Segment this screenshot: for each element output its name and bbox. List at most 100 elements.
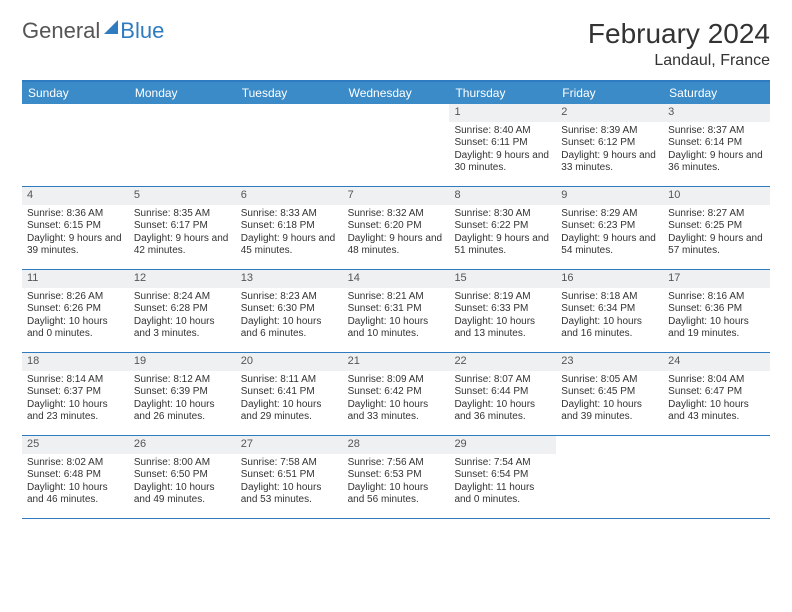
day-number: 23 bbox=[556, 353, 663, 371]
daylight-line: Daylight: 10 hours and 53 minutes. bbox=[241, 482, 338, 507]
sunset-line: Sunset: 6:36 PM bbox=[668, 303, 765, 316]
day-cell: 25Sunrise: 8:02 AMSunset: 6:48 PMDayligh… bbox=[22, 436, 129, 518]
day-number: 25 bbox=[22, 436, 129, 454]
day-details: Sunrise: 8:30 AMSunset: 6:22 PMDaylight:… bbox=[449, 205, 556, 263]
day-cell: 14Sunrise: 8:21 AMSunset: 6:31 PMDayligh… bbox=[343, 270, 450, 352]
day-cell: 1Sunrise: 8:40 AMSunset: 6:11 PMDaylight… bbox=[449, 104, 556, 186]
sunrise-line: Sunrise: 8:32 AM bbox=[348, 208, 445, 221]
day-details: Sunrise: 8:19 AMSunset: 6:33 PMDaylight:… bbox=[449, 288, 556, 346]
sunrise-line: Sunrise: 7:58 AM bbox=[241, 457, 338, 470]
sunset-line: Sunset: 6:31 PM bbox=[348, 303, 445, 316]
day-cell: 22Sunrise: 8:07 AMSunset: 6:44 PMDayligh… bbox=[449, 353, 556, 435]
day-cell: 19Sunrise: 8:12 AMSunset: 6:39 PMDayligh… bbox=[129, 353, 236, 435]
daylight-line: Daylight: 10 hours and 36 minutes. bbox=[454, 399, 551, 424]
calendar-row: 11Sunrise: 8:26 AMSunset: 6:26 PMDayligh… bbox=[22, 270, 770, 353]
daylight-line: Daylight: 9 hours and 51 minutes. bbox=[454, 233, 551, 258]
day-cell: 2Sunrise: 8:39 AMSunset: 6:12 PMDaylight… bbox=[556, 104, 663, 186]
day-cell: 8Sunrise: 8:30 AMSunset: 6:22 PMDaylight… bbox=[449, 187, 556, 269]
daylight-line: Daylight: 10 hours and 56 minutes. bbox=[348, 482, 445, 507]
day-cell: 29Sunrise: 7:54 AMSunset: 6:54 PMDayligh… bbox=[449, 436, 556, 518]
day-details: Sunrise: 8:33 AMSunset: 6:18 PMDaylight:… bbox=[236, 205, 343, 263]
calendar-row: 25Sunrise: 8:02 AMSunset: 6:48 PMDayligh… bbox=[22, 436, 770, 519]
day-number: 15 bbox=[449, 270, 556, 288]
day-details: Sunrise: 8:24 AMSunset: 6:28 PMDaylight:… bbox=[129, 288, 236, 346]
sunset-line: Sunset: 6:22 PM bbox=[454, 220, 551, 233]
day-cell: 12Sunrise: 8:24 AMSunset: 6:28 PMDayligh… bbox=[129, 270, 236, 352]
sunset-line: Sunset: 6:41 PM bbox=[241, 386, 338, 399]
daylight-line: Daylight: 10 hours and 19 minutes. bbox=[668, 316, 765, 341]
sunset-line: Sunset: 6:45 PM bbox=[561, 386, 658, 399]
sunrise-line: Sunrise: 8:23 AM bbox=[241, 291, 338, 304]
day-cell: 13Sunrise: 8:23 AMSunset: 6:30 PMDayligh… bbox=[236, 270, 343, 352]
empty-cell bbox=[343, 104, 450, 186]
sunset-line: Sunset: 6:20 PM bbox=[348, 220, 445, 233]
day-details: Sunrise: 7:58 AMSunset: 6:51 PMDaylight:… bbox=[236, 454, 343, 512]
sunset-line: Sunset: 6:17 PM bbox=[134, 220, 231, 233]
day-cell: 28Sunrise: 7:56 AMSunset: 6:53 PMDayligh… bbox=[343, 436, 450, 518]
sunrise-line: Sunrise: 8:37 AM bbox=[668, 125, 765, 138]
empty-cell bbox=[22, 104, 129, 186]
sunset-line: Sunset: 6:51 PM bbox=[241, 469, 338, 482]
sunset-line: Sunset: 6:34 PM bbox=[561, 303, 658, 316]
day-cell: 15Sunrise: 8:19 AMSunset: 6:33 PMDayligh… bbox=[449, 270, 556, 352]
daylight-line: Daylight: 10 hours and 43 minutes. bbox=[668, 399, 765, 424]
sunset-line: Sunset: 6:44 PM bbox=[454, 386, 551, 399]
sunset-line: Sunset: 6:53 PM bbox=[348, 469, 445, 482]
day-details: Sunrise: 8:07 AMSunset: 6:44 PMDaylight:… bbox=[449, 371, 556, 429]
sunrise-line: Sunrise: 8:18 AM bbox=[561, 291, 658, 304]
day-number: 29 bbox=[449, 436, 556, 454]
daylight-line: Daylight: 10 hours and 16 minutes. bbox=[561, 316, 658, 341]
day-number: 3 bbox=[663, 104, 770, 122]
column-header: Sunday bbox=[22, 82, 129, 104]
page-title: February 2024 bbox=[588, 18, 770, 50]
sunrise-line: Sunrise: 8:35 AM bbox=[134, 208, 231, 221]
day-details: Sunrise: 8:16 AMSunset: 6:36 PMDaylight:… bbox=[663, 288, 770, 346]
daylight-line: Daylight: 10 hours and 49 minutes. bbox=[134, 482, 231, 507]
day-details: Sunrise: 7:56 AMSunset: 6:53 PMDaylight:… bbox=[343, 454, 450, 512]
sunrise-line: Sunrise: 8:30 AM bbox=[454, 208, 551, 221]
header: General Blue February 2024 Landaul, Fran… bbox=[22, 18, 770, 70]
sunset-line: Sunset: 6:15 PM bbox=[27, 220, 124, 233]
day-cell: 11Sunrise: 8:26 AMSunset: 6:26 PMDayligh… bbox=[22, 270, 129, 352]
day-number: 26 bbox=[129, 436, 236, 454]
day-details: Sunrise: 8:09 AMSunset: 6:42 PMDaylight:… bbox=[343, 371, 450, 429]
sunrise-line: Sunrise: 8:39 AM bbox=[561, 125, 658, 138]
sunrise-line: Sunrise: 8:24 AM bbox=[134, 291, 231, 304]
location-label: Landaul, France bbox=[588, 52, 770, 70]
daylight-line: Daylight: 9 hours and 57 minutes. bbox=[668, 233, 765, 258]
day-cell: 4Sunrise: 8:36 AMSunset: 6:15 PMDaylight… bbox=[22, 187, 129, 269]
daylight-line: Daylight: 10 hours and 10 minutes. bbox=[348, 316, 445, 341]
day-cell: 6Sunrise: 8:33 AMSunset: 6:18 PMDaylight… bbox=[236, 187, 343, 269]
column-header: Friday bbox=[556, 82, 663, 104]
day-cell: 10Sunrise: 8:27 AMSunset: 6:25 PMDayligh… bbox=[663, 187, 770, 269]
daylight-line: Daylight: 10 hours and 23 minutes. bbox=[27, 399, 124, 424]
empty-cell bbox=[236, 104, 343, 186]
day-cell: 18Sunrise: 8:14 AMSunset: 6:37 PMDayligh… bbox=[22, 353, 129, 435]
day-number: 14 bbox=[343, 270, 450, 288]
day-number: 5 bbox=[129, 187, 236, 205]
sunrise-line: Sunrise: 8:04 AM bbox=[668, 374, 765, 387]
sunrise-line: Sunrise: 7:54 AM bbox=[454, 457, 551, 470]
day-details: Sunrise: 8:40 AMSunset: 6:11 PMDaylight:… bbox=[449, 122, 556, 180]
sunrise-line: Sunrise: 8:33 AM bbox=[241, 208, 338, 221]
sunset-line: Sunset: 6:18 PM bbox=[241, 220, 338, 233]
day-cell: 17Sunrise: 8:16 AMSunset: 6:36 PMDayligh… bbox=[663, 270, 770, 352]
sunrise-line: Sunrise: 8:11 AM bbox=[241, 374, 338, 387]
sunset-line: Sunset: 6:28 PM bbox=[134, 303, 231, 316]
day-details: Sunrise: 8:39 AMSunset: 6:12 PMDaylight:… bbox=[556, 122, 663, 180]
day-number: 20 bbox=[236, 353, 343, 371]
sunset-line: Sunset: 6:33 PM bbox=[454, 303, 551, 316]
daylight-line: Daylight: 9 hours and 45 minutes. bbox=[241, 233, 338, 258]
daylight-line: Daylight: 9 hours and 33 minutes. bbox=[561, 150, 658, 175]
sunset-line: Sunset: 6:50 PM bbox=[134, 469, 231, 482]
day-number: 4 bbox=[22, 187, 129, 205]
day-number: 18 bbox=[22, 353, 129, 371]
day-number: 17 bbox=[663, 270, 770, 288]
day-details: Sunrise: 8:05 AMSunset: 6:45 PMDaylight:… bbox=[556, 371, 663, 429]
column-header: Wednesday bbox=[343, 82, 450, 104]
daylight-line: Daylight: 10 hours and 0 minutes. bbox=[27, 316, 124, 341]
empty-cell bbox=[663, 436, 770, 518]
day-details: Sunrise: 8:32 AMSunset: 6:20 PMDaylight:… bbox=[343, 205, 450, 263]
day-number: 27 bbox=[236, 436, 343, 454]
sunrise-line: Sunrise: 8:16 AM bbox=[668, 291, 765, 304]
